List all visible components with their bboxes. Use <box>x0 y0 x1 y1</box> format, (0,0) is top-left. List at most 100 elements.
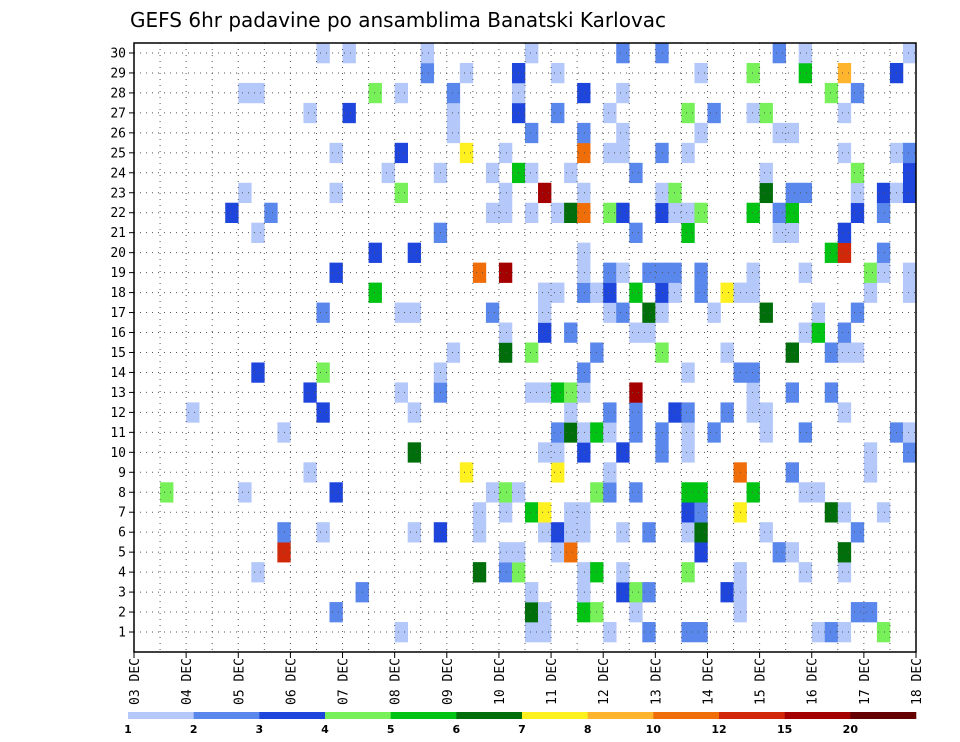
heatmap-cell <box>863 602 878 623</box>
heatmap-cell <box>459 142 474 164</box>
colorbar-label: 7 <box>518 723 526 736</box>
heatmap-cell <box>668 282 682 303</box>
heatmap-cell <box>538 382 552 403</box>
heatmap-cell <box>681 222 695 243</box>
heatmap-cell <box>824 242 839 263</box>
colorbar-label: 4 <box>321 723 329 736</box>
x-tick-label: 17 DEC <box>858 658 873 705</box>
heatmap-cell <box>316 302 330 323</box>
heatmap-cell <box>498 542 513 563</box>
heatmap-cell <box>616 262 630 283</box>
heatmap-cell <box>238 482 252 503</box>
heatmap-cell <box>577 422 591 443</box>
heatmap-cell <box>616 302 630 323</box>
heatmap-cell <box>850 302 865 323</box>
heatmap-cell <box>642 262 656 283</box>
x-tick-label: 10 DEC <box>493 658 508 705</box>
heatmap-cell <box>707 302 721 323</box>
heatmap-cell <box>668 182 682 204</box>
x-tick-label: 08 DEC <box>389 658 404 705</box>
heatmap-cell <box>824 82 839 104</box>
heatmap-cell <box>577 202 591 223</box>
colorbar-swatch <box>456 712 523 719</box>
heatmap-cell <box>876 622 891 643</box>
heatmap-cell <box>525 342 539 363</box>
heatmap-cell <box>616 43 630 64</box>
heatmap-cell <box>876 262 891 283</box>
heatmap-cell <box>785 542 799 563</box>
heatmap-cell <box>472 502 487 523</box>
heatmap-cell <box>538 282 552 303</box>
heatmap-cell <box>681 442 695 463</box>
y-tick-label: 2 <box>118 606 126 621</box>
heatmap-cell <box>342 43 356 64</box>
heatmap-cell <box>629 482 643 503</box>
heatmap-cell <box>538 322 552 343</box>
heatmap-cell <box>551 202 565 223</box>
heatmap-cell <box>746 282 760 303</box>
heatmap-cell <box>694 502 708 523</box>
heatmap-cell <box>746 262 760 283</box>
heatmap-cells <box>160 43 917 643</box>
heatmap-cell <box>564 202 578 223</box>
heatmap-cell <box>160 482 174 503</box>
heatmap-cell <box>655 282 669 303</box>
heatmap-cell <box>681 622 695 643</box>
y-tick-label: 9 <box>118 466 126 481</box>
colorbar-label: 20 <box>843 723 859 736</box>
heatmap-cell <box>681 482 695 503</box>
heatmap-cell <box>759 422 773 443</box>
heatmap-cell <box>368 282 382 303</box>
colorbar: 1 2 3 4 5 6 7 8 10 12 15 20 <box>124 712 917 736</box>
heatmap-cell <box>498 262 513 283</box>
heatmap-cell <box>902 422 917 443</box>
heatmap-cell <box>498 502 513 523</box>
heatmap-cell <box>642 322 656 343</box>
heatmap-cell <box>681 522 695 543</box>
heatmap-cell <box>798 322 813 343</box>
y-tick-label: 7 <box>118 506 126 521</box>
colorbar-swatch <box>390 712 457 719</box>
heatmap-cell <box>863 442 878 463</box>
heatmap-cell <box>577 242 591 263</box>
heatmap-cell <box>603 622 617 643</box>
heatmap-cell <box>329 602 343 623</box>
heatmap-cell <box>251 562 265 583</box>
heatmap-cell <box>564 322 578 343</box>
heatmap-cell <box>850 602 865 623</box>
heatmap-cell <box>681 502 695 523</box>
heatmap-cell <box>538 442 552 463</box>
heatmap-cell <box>577 502 591 523</box>
chart-title: GEFS 6hr padavine po ansamblima Banatski… <box>130 8 666 32</box>
heatmap-cell <box>316 362 330 383</box>
heatmap-cell <box>798 262 813 283</box>
heatmap-cell <box>551 462 565 483</box>
y-tick-label: 10 <box>110 446 126 461</box>
colorbar-label: 5 <box>387 723 395 736</box>
colorbar-label: 6 <box>453 723 461 736</box>
heatmap-cell <box>616 582 630 603</box>
heatmap-cell <box>746 382 760 403</box>
x-tick-label: 06 DEC <box>284 658 299 705</box>
heatmap-cell <box>603 262 617 283</box>
heatmap-cell <box>538 182 552 204</box>
y-tick-label: 26 <box>110 126 126 141</box>
heatmap-cell <box>798 562 813 583</box>
heatmap-cell <box>772 43 786 64</box>
heatmap-cell <box>446 122 461 144</box>
heatmap-cell <box>485 302 500 323</box>
x-tick-label: 05 DEC <box>232 658 247 705</box>
heatmap-cell <box>577 142 591 164</box>
heatmap-cell <box>616 202 630 223</box>
y-tick-label: 5 <box>118 546 126 561</box>
y-tick-label: 29 <box>110 66 126 81</box>
heatmap-cell <box>902 442 917 463</box>
heatmap-cell <box>407 442 422 463</box>
heatmap-cell <box>459 62 474 84</box>
x-axis: 03 DEC 04 DEC 05 DEC 06 DEC 07 DEC 08 DEC 09 D… <box>128 652 925 705</box>
x-tick-label: 09 DEC <box>441 658 456 705</box>
heatmap-cell <box>798 182 813 204</box>
heatmap-cell <box>850 342 865 363</box>
heatmap-cell <box>603 302 617 323</box>
heatmap-cell <box>525 162 539 184</box>
